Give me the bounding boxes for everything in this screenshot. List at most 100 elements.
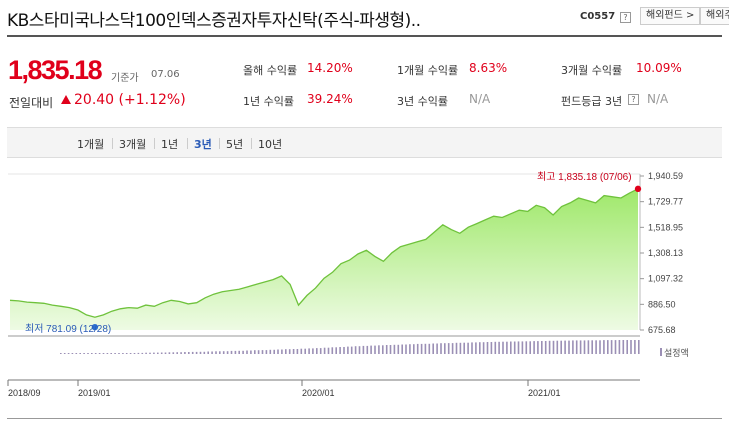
change-label: 전일대비 [9,96,54,110]
fund-size-bar [389,345,392,354]
fund-size-bar [304,348,306,354]
fund-size-bar [447,343,450,354]
price-chart[interactable]: 1,940.59 1,729.77 1,518.95 1,308.13 1,097.32… [0,160,729,418]
help-icon[interactable]: ? [620,12,631,23]
fund-size-bar [409,344,411,354]
tab-1m[interactable]: 1개월 [77,138,105,151]
fund-size-bar [494,341,497,354]
fund-size-bar [222,351,225,354]
fund-size-bar [83,353,85,354]
fund-size-bar [517,341,520,354]
fund-size-bar [106,353,109,354]
fund-size-bar [626,340,628,354]
fund-size-bar [257,350,260,354]
base-price-label: 기준가 [111,73,139,84]
tab-10y[interactable]: 10년 [258,138,283,151]
fund-size-bar [215,351,217,354]
stat-ytd-value: 14.20% [307,61,353,75]
fund-size-bar [122,353,124,354]
fund-size-bar [533,341,535,354]
fund-size-bar [622,340,625,354]
grade-help-icon[interactable]: ? [628,94,639,105]
fund-size-bar [638,340,640,354]
tab-3m[interactable]: 3개월 [119,138,147,151]
fund-size-bar [63,353,66,354]
fund-size-bar [261,350,264,354]
fund-size-bar [188,352,190,354]
x-axis-ticks: 2018/09 2019/01 2020/01 2021/01 [7,380,561,398]
fund-size-bar [91,353,93,354]
fund-size-bar [94,353,97,354]
fund-size-bar [265,350,268,354]
stat-1m-label: 1개월 수익률 [397,64,459,77]
low-label: 최저 781.09 (12/28) [25,323,111,335]
fund-size-bar [614,340,617,354]
fund-size-bar [331,347,334,354]
fund-size-bar [319,348,322,354]
tab-3y[interactable]: 3년 [194,138,212,151]
fund-size-bar [118,353,120,354]
fund-size-bar [471,342,473,354]
fund-size-bar [269,349,272,354]
stat-1m-value: 8.63% [469,61,508,75]
fund-size-bar [475,342,477,354]
tab-5y[interactable]: 5년 [226,138,244,151]
fund-size-bar [312,348,314,354]
fund-size-bar [544,341,547,354]
fund-size-bar [71,353,74,354]
fund-size-bar [378,345,380,354]
fund-size-bar [110,353,112,354]
fund-size-bar [285,349,287,354]
fund-size-bar [79,353,81,354]
fund-size-bars [60,340,640,354]
fund-size-bar [250,350,252,354]
y-tick-label: 886.50 [648,299,676,309]
fund-size-bar [634,340,636,354]
bottom-divider [7,418,722,419]
stat-1y-label: 1년 수익률 [243,95,294,108]
fund-size-bar [568,340,570,354]
fund-size-bar [537,341,539,354]
fund-size-bar [335,347,337,354]
category-link-overseas-stock[interactable]: 해외주 [700,7,729,25]
fund-size-bar [630,340,632,354]
fund-size-bar [424,343,427,354]
fund-size-bar [160,352,163,354]
fund-size-bar [521,341,524,354]
fund-size-bar [572,340,574,354]
category-link-overseas-fund[interactable]: 해외펀드 > [640,7,701,25]
fund-size-bar [513,341,516,354]
tab-separator [219,138,220,149]
x-tick-label: 2019/01 [78,388,111,398]
fund-title: KB스타미국나스닥100인덱스증권자투자신탁(주식-파생형).. [7,11,421,31]
fund-size-bar [172,352,175,354]
fund-size-bar [362,345,365,354]
period-tabs: 1개월 3개월 1년 3년 5년 10년 [7,127,722,158]
fund-size-bar [455,342,458,354]
fund-size-bar [583,340,586,354]
fund-size-bar [599,340,601,354]
fund-size-bar [382,345,384,354]
fund-size-bar [133,353,136,354]
fund-size-bar [226,351,229,354]
fund-size-bar [374,345,376,354]
fund-size-bar [579,340,582,354]
fund-size-bar [556,340,559,354]
fund-size-bar [125,353,128,354]
fund-size-bar [595,340,597,354]
high-label: 최고 1,835.18 (07/06) [537,171,632,183]
fund-size-bar [168,352,171,354]
fund-size-bar [292,349,295,354]
tab-1y[interactable]: 1년 [161,138,179,151]
x-tick-label: 2020/01 [302,388,335,398]
fund-size-bar [552,340,555,354]
fund-size-bar [323,347,326,354]
y-tick-label: 675.68 [648,325,676,335]
fund-size-bar [141,352,144,354]
fund-size-bar [401,344,403,354]
fund-size-bar [486,342,489,354]
y-tick-label: 1,308.13 [648,248,683,258]
fund-size-bar [176,352,178,354]
fund-size-bar [490,342,493,354]
fund-size-bar [60,353,62,354]
